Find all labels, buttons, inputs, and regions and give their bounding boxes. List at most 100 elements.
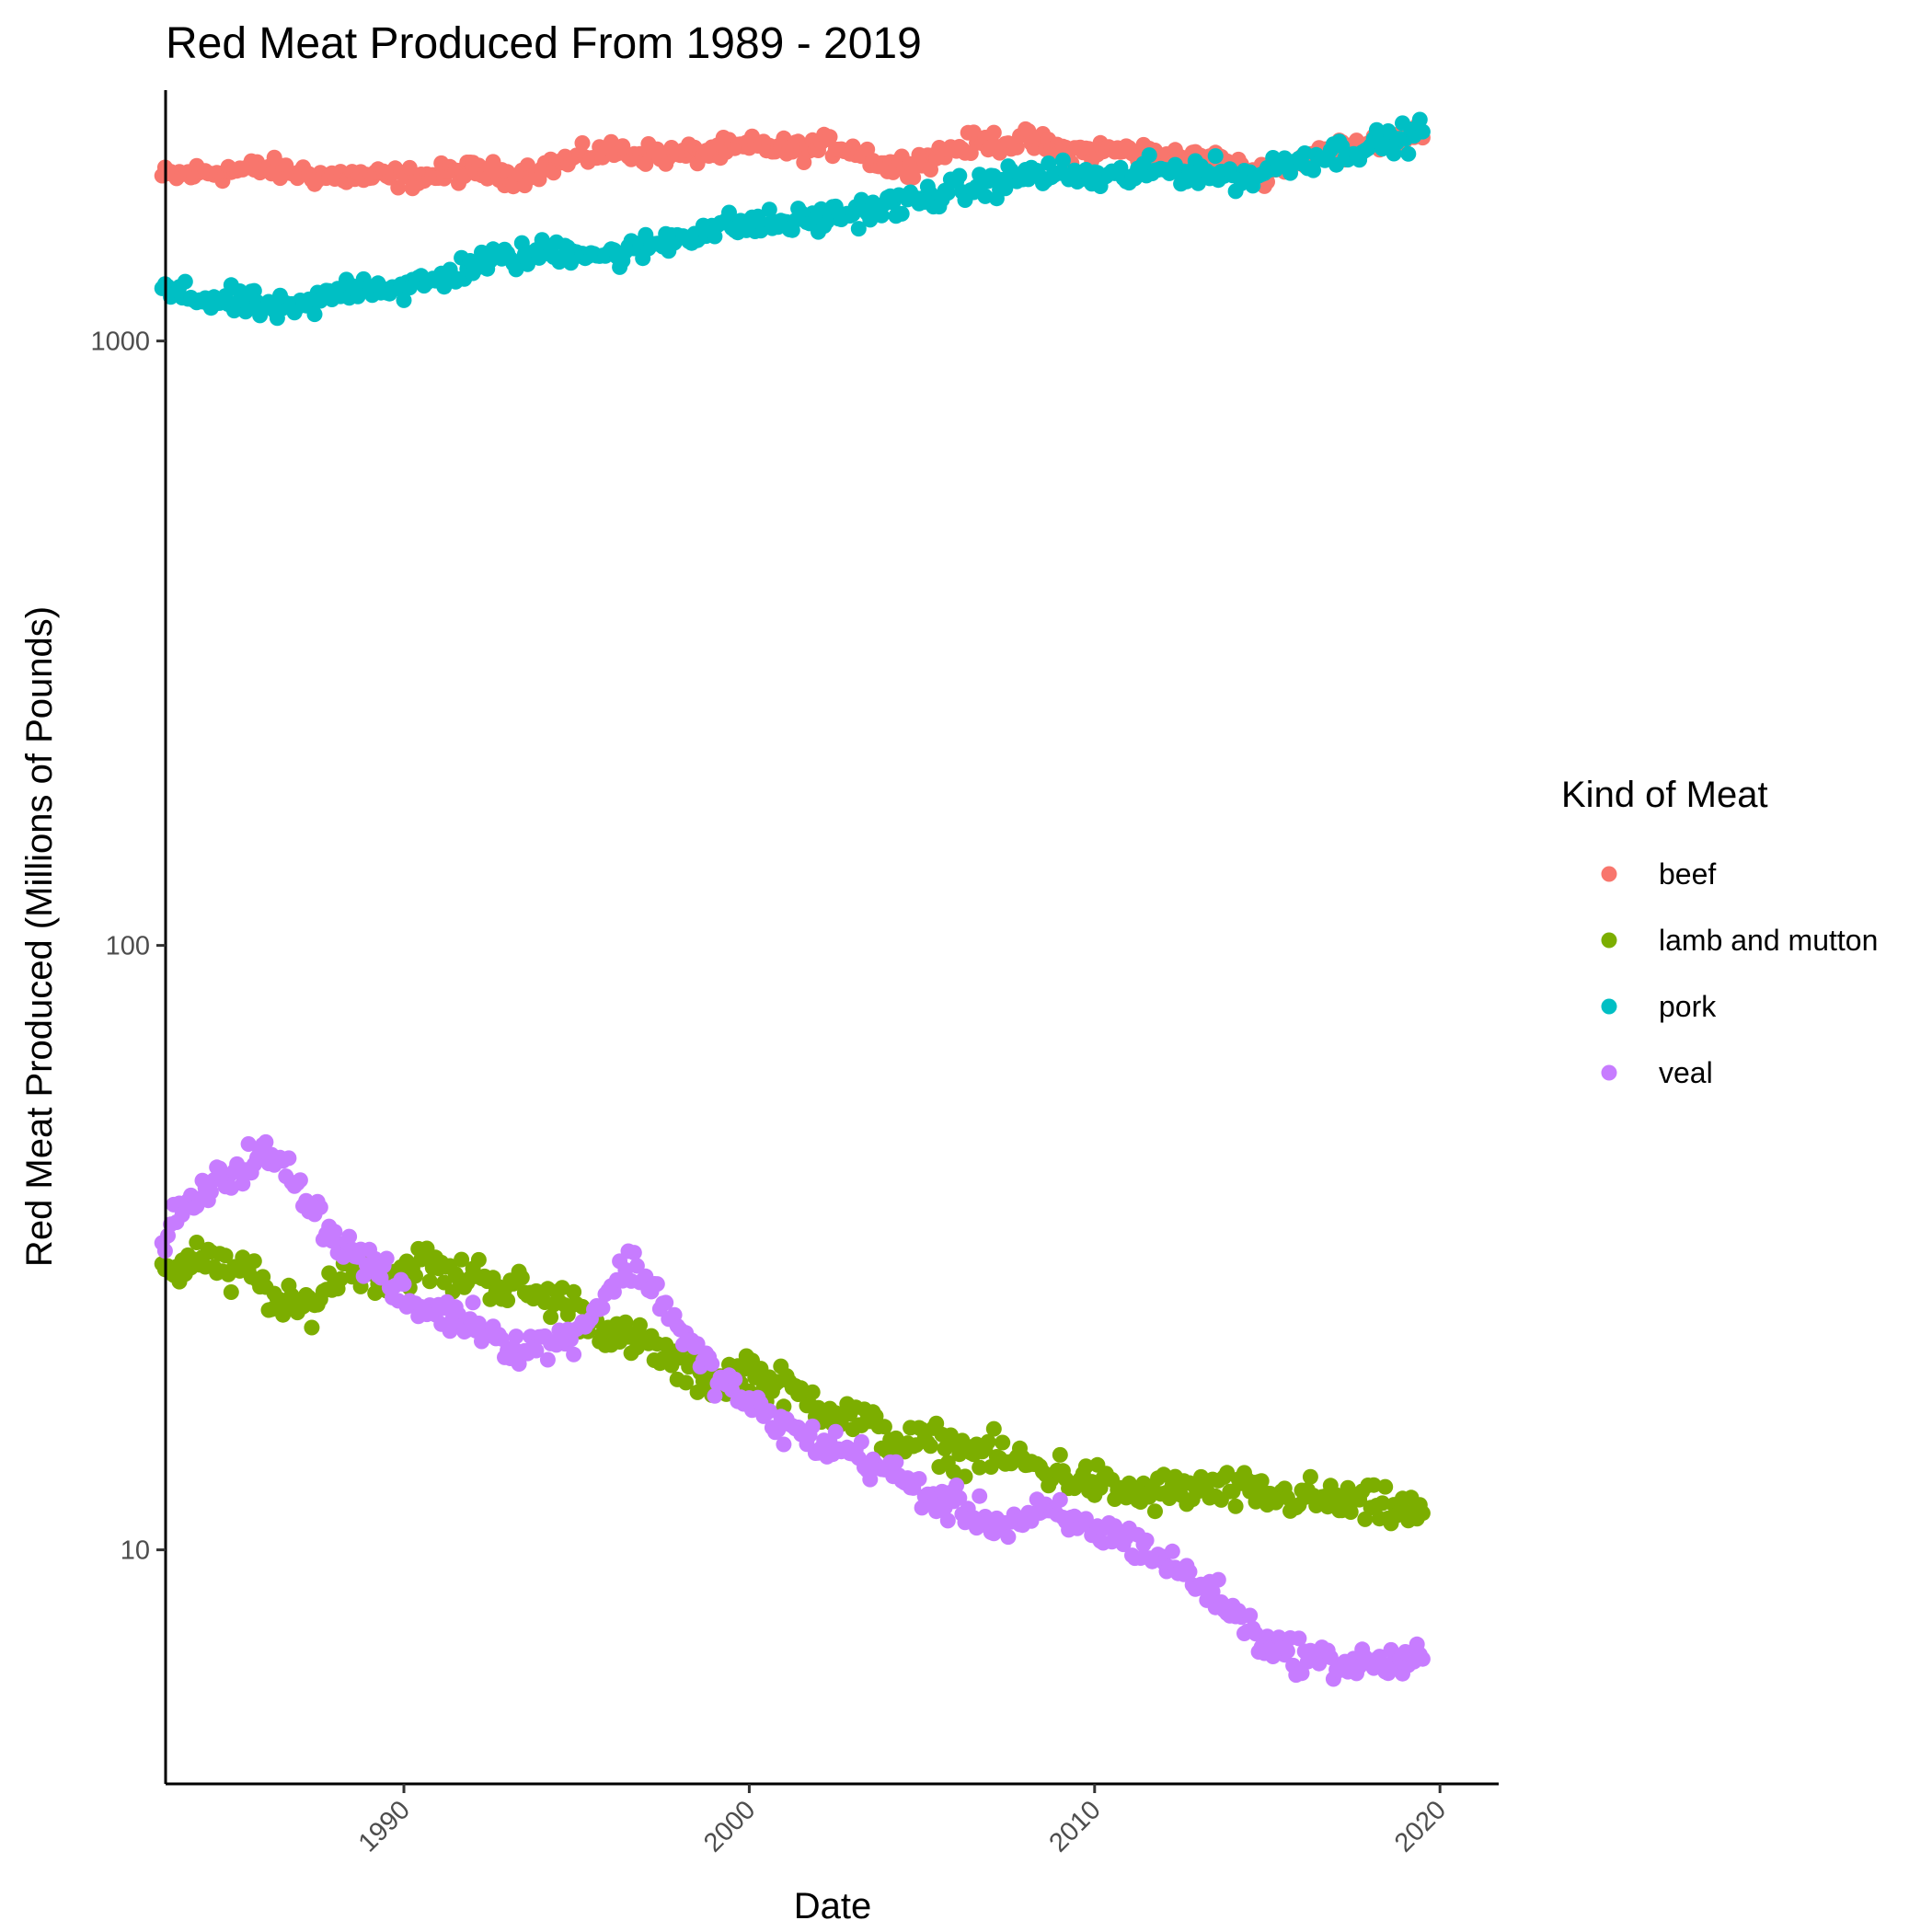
data-point xyxy=(281,1150,297,1167)
x-axis-title: Date xyxy=(794,1886,872,1926)
data-point xyxy=(1219,1465,1236,1481)
data-point xyxy=(327,1224,343,1240)
data-point xyxy=(876,1419,892,1435)
data-point xyxy=(378,1250,395,1267)
data-point xyxy=(1204,1583,1221,1600)
data-point xyxy=(1181,1563,1198,1580)
data-point xyxy=(1294,1665,1310,1682)
data-point xyxy=(1296,145,1313,161)
data-point xyxy=(246,1253,262,1270)
data-point xyxy=(1227,1498,1244,1514)
data-point xyxy=(465,1294,481,1311)
data-point xyxy=(240,1136,257,1152)
data-point xyxy=(649,1276,665,1293)
data-point xyxy=(508,1328,524,1345)
data-point xyxy=(177,273,193,290)
data-point xyxy=(1052,1491,1068,1508)
data-point xyxy=(997,180,1014,197)
data-point xyxy=(1414,123,1431,140)
data-point xyxy=(189,1235,205,1250)
data-point xyxy=(304,1319,320,1336)
legend-marker xyxy=(1601,932,1617,949)
data-point xyxy=(421,1273,438,1290)
data-point xyxy=(235,1176,251,1192)
data-point xyxy=(939,185,956,201)
data-point xyxy=(1207,148,1224,165)
data-point xyxy=(539,1351,556,1368)
data-point xyxy=(292,1172,308,1189)
series-beef xyxy=(154,118,1431,197)
data-point xyxy=(341,1228,358,1245)
data-point xyxy=(511,1356,527,1372)
data-point xyxy=(594,1300,611,1317)
data-point xyxy=(396,1276,412,1293)
data-point xyxy=(1141,147,1157,164)
data-point xyxy=(1054,152,1071,168)
data-point xyxy=(796,155,812,170)
data-point xyxy=(513,1270,530,1286)
y-axis-ticks: 10 100 1000 xyxy=(90,328,166,1566)
data-point xyxy=(658,1294,674,1311)
legend: Kind of Meat beef lamb and mutton pork veal xyxy=(1561,775,1878,1089)
data-point xyxy=(628,1258,645,1274)
data-point xyxy=(396,292,412,308)
data-point xyxy=(804,1418,821,1434)
y-axis-title: Red Meat Produced (Millions of Pounds) xyxy=(19,606,60,1267)
legend-label: pork xyxy=(1659,990,1717,1023)
series-pork xyxy=(154,111,1431,327)
data-point xyxy=(223,1284,239,1300)
y-tick-label: 10 xyxy=(121,1536,150,1566)
data-point xyxy=(853,1433,869,1450)
data-point xyxy=(306,306,323,323)
chart-title: Red Meat Produced From 1989 - 2019 xyxy=(166,19,922,68)
data-point xyxy=(1322,1650,1339,1665)
data-point xyxy=(566,1346,582,1363)
data-point xyxy=(822,129,838,145)
data-point xyxy=(704,1356,720,1372)
data-point xyxy=(893,205,910,222)
data-point xyxy=(1242,1607,1259,1624)
data-point xyxy=(939,1512,956,1529)
data-point xyxy=(1311,1655,1328,1672)
data-point xyxy=(528,1342,545,1359)
data-point xyxy=(1210,1571,1226,1588)
data-point xyxy=(985,124,1002,141)
data-point xyxy=(980,1433,996,1450)
data-point xyxy=(727,1371,743,1387)
legend-marker xyxy=(1601,998,1617,1015)
data-point xyxy=(217,1248,234,1264)
legend-label: lamb and mutton xyxy=(1659,924,1878,957)
data-point xyxy=(721,204,737,221)
data-point xyxy=(1279,1643,1295,1660)
data-point xyxy=(617,1314,634,1330)
data-point xyxy=(1414,1505,1431,1522)
data-point xyxy=(1147,1503,1163,1520)
data-point xyxy=(678,1374,695,1391)
data-point xyxy=(827,1423,844,1440)
data-point xyxy=(972,1459,988,1476)
data-point xyxy=(566,1283,582,1300)
data-point xyxy=(985,1420,1002,1437)
data-point xyxy=(1008,139,1025,155)
data-point xyxy=(1414,1650,1431,1667)
legend-items: beef lamb and mutton pork veal xyxy=(1601,857,1878,1089)
data-point xyxy=(1342,1504,1359,1520)
data-point xyxy=(470,1251,487,1268)
data-point xyxy=(1291,1630,1307,1647)
data-point xyxy=(401,159,418,176)
data-point xyxy=(632,1317,648,1333)
data-point xyxy=(1052,1446,1068,1463)
data-point xyxy=(258,1133,274,1150)
legend-label: beef xyxy=(1659,857,1716,891)
data-point xyxy=(951,1489,968,1506)
data-point xyxy=(500,1293,516,1308)
data-point xyxy=(454,1251,470,1268)
data-point xyxy=(1374,1495,1391,1512)
data-point xyxy=(312,1199,328,1215)
data-point xyxy=(761,201,777,218)
data-point xyxy=(1164,1543,1180,1559)
data-point xyxy=(862,1471,879,1488)
data-point xyxy=(804,1384,821,1400)
data-point xyxy=(1365,1477,1382,1493)
